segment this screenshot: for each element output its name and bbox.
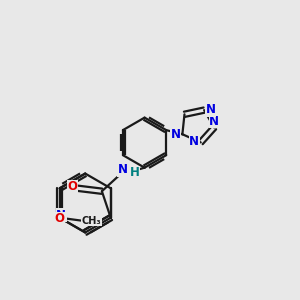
Text: O: O <box>68 180 77 193</box>
Text: H: H <box>130 166 140 179</box>
Text: CH₃: CH₃ <box>81 216 101 226</box>
Text: N: N <box>118 163 128 176</box>
Text: N: N <box>209 115 219 128</box>
Text: O: O <box>55 212 65 225</box>
Text: N: N <box>171 128 181 141</box>
Text: N: N <box>56 209 66 222</box>
Text: N: N <box>189 135 199 148</box>
Text: N: N <box>206 103 216 116</box>
